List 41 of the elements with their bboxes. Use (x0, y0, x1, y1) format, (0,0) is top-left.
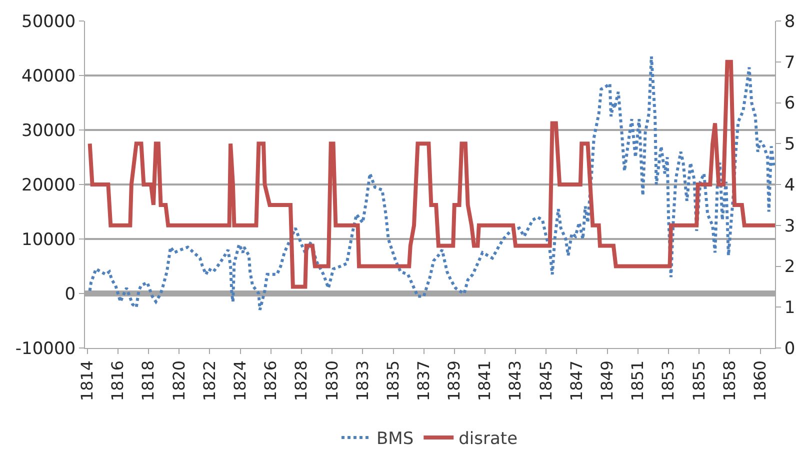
x-tick-label: 1830 (322, 360, 342, 402)
x-tick-label: 1837 (414, 360, 433, 402)
x-tick-label: 1822 (200, 360, 219, 402)
x-tick-label: 1814 (78, 360, 97, 402)
x-tick-label: 1818 (138, 360, 158, 402)
legend-label: disrate (458, 429, 518, 450)
x-tick-label: 1826 (261, 360, 280, 402)
y2-tick-label: 2 (784, 257, 796, 278)
x-tick-label: 1845 (536, 360, 556, 402)
x-tick-label: 1824 (230, 360, 250, 402)
x-tick-label: 1816 (108, 360, 128, 402)
y-tick-label: 30000 (22, 120, 76, 141)
y-tick-label: 10000 (22, 230, 76, 250)
y2-tick-label: 1 (784, 298, 796, 318)
x-tick-label: 1858 (720, 360, 739, 402)
x-tick-label: 1851 (628, 360, 648, 402)
x-tick-label: 1839 (444, 360, 464, 402)
x-tick-label: 1847 (566, 360, 586, 402)
x-tick-label: 1841 (475, 360, 494, 402)
y2-tick-label: 4 (784, 175, 796, 196)
y-tick-label: 50000 (22, 12, 76, 32)
y-tick-label: 0 (64, 284, 76, 304)
y2-tick-label: 8 (784, 12, 796, 32)
x-tick-label: 1853 (658, 360, 678, 402)
y2-tick-label: 5 (784, 134, 796, 155)
x-tick-label: 1833 (352, 360, 372, 402)
y-tick-label: -10000 (15, 338, 76, 359)
x-tick-label: 1855 (689, 360, 708, 402)
y2-tick-label: 6 (784, 94, 796, 114)
x-tick-label: 1843 (506, 360, 525, 402)
legend-label: BMS (376, 429, 414, 450)
y2-tick-label: 3 (784, 216, 796, 236)
x-tick-label: 1820 (169, 360, 188, 402)
x-tick-label: 1835 (383, 360, 402, 402)
y-tick-label: 20000 (22, 175, 76, 196)
y2-tick-label: 7 (784, 52, 796, 73)
x-tick-label: 1860 (750, 360, 770, 402)
y-tick-label: 40000 (22, 66, 76, 86)
y2-tick-label: 0 (784, 338, 796, 359)
x-tick-label: 1849 (598, 360, 617, 402)
x-tick-label: 1828 (292, 360, 311, 402)
